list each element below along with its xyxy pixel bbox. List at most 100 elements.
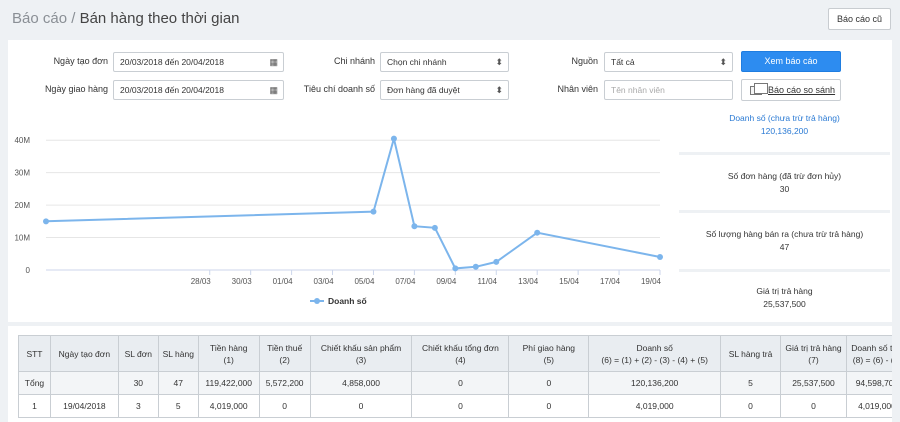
stat-value: 120,136,200 (760, 126, 809, 136)
table-cell: 3 (117, 394, 159, 418)
x-tick-label: 11/04 (478, 277, 498, 286)
revenue-chart: 0 10M 20M 30M 40M 28/03 30/03 01/04 03/04 05/04 07… (8, 112, 668, 317)
column-header: Doanh số thự(8) = (6) - (7) (845, 335, 892, 372)
stat-card-quantity: Số lượng hàng bán ra (chưa trừ trả hàng)… (679, 213, 890, 269)
table-cell: 0 (309, 394, 413, 418)
source-select[interactable]: Tất cả ⬍ (604, 52, 733, 72)
data-point (390, 135, 397, 142)
created-date-label: Ngày tạo đơn (53, 56, 108, 66)
revenue-criteria-select[interactable]: Đơn hàng đã duyệt ⬍ (380, 80, 509, 100)
table-cell: 47 (157, 371, 199, 395)
compare-report-button[interactable]: Báo cáo so sánh (741, 79, 841, 101)
column-header-label: Phí giao hàng (522, 342, 576, 353)
y-tick-label: 20M (14, 201, 30, 210)
stat-card-returns: Giá trị trả hàng 25,537,500 (679, 272, 890, 322)
column-header-formula: (8) = (6) - (7) (852, 354, 892, 365)
page-title-text: Bán hàng theo thời gian (79, 10, 240, 27)
stat-value: 30 (779, 184, 790, 194)
table-row: 1 19/04/2018 3 5 4,019,000 0 0 0 0 4,019,000 0 0 4,0… (18, 394, 892, 418)
chevron-updown-icon: ⬍ (495, 85, 503, 95)
table-header-row: STT Ngày tạo đơn SL đơn SL hàng Tiền hàng (1)… (18, 335, 892, 372)
x-tick-label: 05/04 (354, 277, 375, 286)
column-header-formula: (5) (543, 354, 554, 365)
column-header: Tiền hàng (1) (197, 335, 260, 372)
data-point (370, 208, 377, 215)
report-table-container: STT Ngày tạo đơn SL đơn SL hàng Tiền hàng (1)… (8, 326, 892, 422)
compare-report-label: Báo cáo so sánh (768, 85, 836, 95)
table-cell: 119,422,000 (197, 371, 260, 395)
column-header-label: Tiền hàng (209, 342, 248, 353)
column-header: Chiết khấu tổng đơn (4) (411, 335, 510, 372)
table-cell: 19/04/2018 (49, 394, 119, 418)
y-tick-label: 10M (14, 234, 30, 243)
table-cell: 120,136,200 (588, 371, 722, 395)
revenue-criteria-label: Tiêu chí doanh số (303, 84, 375, 94)
column-header-label: Ngày tạo đơn (58, 348, 111, 359)
x-tick-label: 13/04 (518, 277, 539, 286)
table-cell: 0 (411, 371, 510, 395)
column-header: Phí giao hàng (5) (508, 335, 590, 372)
column-header-label: Giá trị trả hàng (785, 342, 842, 353)
branch-label: Chi nhánh (333, 56, 375, 66)
column-header-formula: (7) (808, 354, 819, 365)
table-total-row: Tổng 30 47 119,422,000 5,572,200 4,858,000 0 0 1… (18, 371, 892, 395)
table-cell (49, 371, 119, 395)
report-table: STT Ngày tạo đơn SL đơn SL hàng Tiền hàng (1)… (18, 335, 892, 418)
old-report-button[interactable]: Báo cáo cũ (827, 8, 891, 30)
table-cell: 5 (720, 371, 781, 395)
y-tick-label: 0 (26, 266, 31, 275)
y-tick-label: 30M (14, 169, 30, 178)
stat-value: 25,537,500 (763, 299, 806, 309)
column-header-label: Chiết khấu sản phẩm (320, 342, 402, 353)
created-date-field[interactable]: 20/03/2018 đến 20/04/2018 ▦ (113, 52, 284, 72)
data-point (411, 223, 418, 230)
staff-input[interactable]: Tên nhân viên (604, 80, 733, 100)
page-title: Báo cáo / Bán hàng theo thời gian (12, 10, 240, 27)
column-header-formula: (4) (455, 354, 466, 365)
table-cell: 94,598,700 (845, 371, 892, 395)
table-cell: 4,019,000 (197, 394, 260, 418)
breadcrumb-separator: / (71, 10, 76, 27)
y-tick-label: 40M (14, 136, 30, 145)
delivery-date-field[interactable]: 20/03/2018 đến 20/04/2018 ▦ (113, 80, 284, 100)
compare-icon (750, 83, 768, 95)
column-header-label: SL hàng trả (728, 348, 773, 359)
chevron-updown-icon: ⬍ (719, 57, 727, 67)
revenue-chart-svg: 0 10M 20M 30M 40M 28/03 30/03 01/04 03/04 05/04 07… (14, 135, 663, 306)
table-cell: 4,858,000 (309, 371, 413, 395)
view-report-button[interactable]: Xem báo cáo (741, 51, 841, 72)
stat-title: Giá trị trả hàng (756, 286, 813, 296)
stat-title: Số đơn hàng (đã trừ đơn hủy) (727, 171, 842, 181)
x-tick-label: 15/04 (559, 277, 580, 286)
column-header-label: Chiết khấu tổng đơn (421, 342, 499, 353)
column-header-formula: (6) = (1) + (2) - (3) - (4) + (5) (601, 354, 708, 365)
table-cell: 4,019,000 (588, 394, 722, 418)
data-point (43, 218, 49, 225)
stat-title: Doanh số (chưa trừ trả hàng) (729, 113, 840, 123)
x-tick-label: 28/03 (191, 277, 212, 286)
stat-divider (679, 152, 890, 155)
breadcrumb-reports[interactable]: Báo cáo (12, 10, 68, 27)
stat-card-revenue: Doanh số (chưa trừ trả hàng) 120,136,200 (679, 106, 890, 152)
data-point (472, 263, 479, 270)
delivery-date-label: Ngày giao hàng (44, 84, 108, 94)
column-header-label: SL đơn (124, 348, 153, 359)
column-header: SL đơn (117, 335, 159, 372)
table-cell: 30 (117, 371, 159, 395)
column-header: SL hàng (157, 335, 199, 372)
table-body: Tổng 30 47 119,422,000 5,572,200 4,858,000 0 0 1… (18, 371, 892, 418)
table-cell: 0 (508, 394, 590, 418)
table-cell: 0 (411, 394, 510, 418)
column-header-formula: (2) (279, 354, 290, 365)
column-header: Tiền thuế (2) (258, 335, 311, 372)
staff-placeholder: Tên nhân viên (611, 85, 665, 95)
branch-select[interactable]: Chọn chi nhánh ⬍ (380, 52, 509, 72)
table-cell: 0 (258, 394, 311, 418)
staff-label: Nhân viên (557, 84, 598, 94)
calendar-icon: ▦ (269, 57, 278, 67)
column-header-label: Tiền thuế (267, 342, 303, 353)
column-header-label: Doanh số thự (851, 342, 892, 353)
data-point (452, 265, 459, 272)
column-header: Chiết khấu sản phẩm (3) (309, 335, 413, 372)
column-header-label: STT (26, 348, 43, 359)
